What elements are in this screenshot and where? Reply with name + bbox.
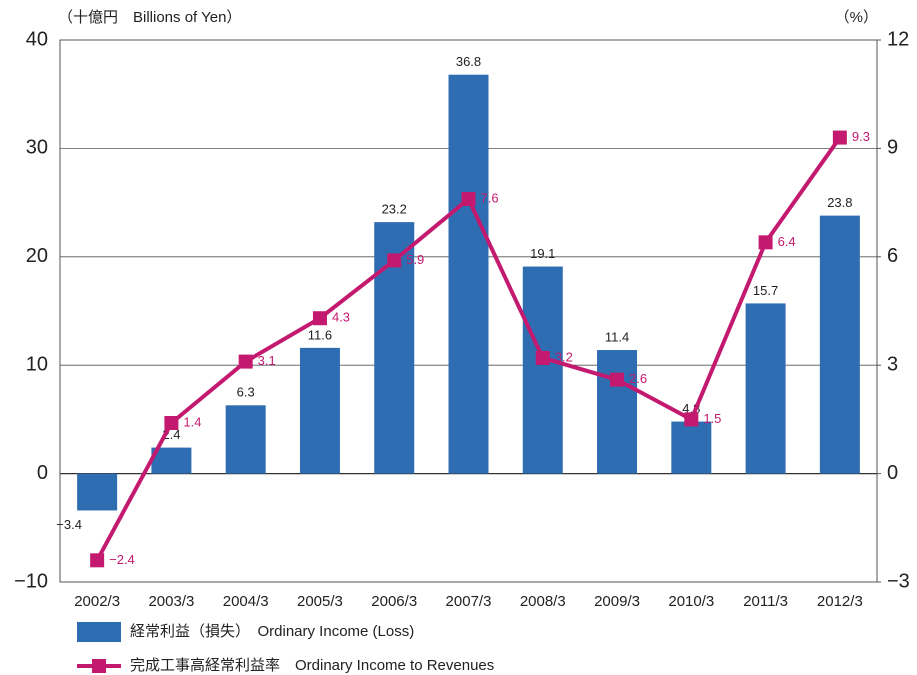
- plot-frame: [59, 39, 878, 583]
- bar-value-label: 11.6: [308, 327, 332, 342]
- line-value-label: 6.4: [778, 234, 796, 249]
- line-value-label: −2.4: [109, 552, 135, 567]
- line-marker: [535, 350, 550, 365]
- bar: [151, 447, 192, 474]
- y2-axis-label: （%）: [835, 9, 878, 26]
- bar-value-label: −3.4: [56, 517, 82, 532]
- line-marker: [238, 354, 253, 369]
- line-marker: [610, 372, 625, 387]
- bar-value-label: 36.8: [456, 54, 481, 69]
- line-marker: [387, 253, 402, 268]
- bar: [671, 421, 712, 474]
- line-value-label: 3.2: [555, 349, 573, 364]
- bar-value-label: 23.2: [382, 202, 407, 217]
- bar: [522, 266, 563, 474]
- legend-label: 経常利益（損失） Ordinary Income (Loss): [130, 623, 414, 640]
- line-marker: [832, 130, 847, 145]
- x-tick-label: 2002/3: [74, 593, 120, 610]
- x-tick-label: 2010/3: [668, 593, 714, 610]
- y2-tick-label: 9: [887, 137, 898, 159]
- bar: [819, 215, 860, 474]
- y-tick-label: 20: [26, 245, 48, 267]
- line-value-label: 9.3: [852, 129, 870, 144]
- bar: [745, 303, 786, 474]
- legend-label: 完成工事高経常利益率 Ordinary Income to Revenues: [130, 657, 494, 674]
- x-tick-label: 2008/3: [520, 593, 566, 610]
- line-marker: [758, 235, 773, 250]
- bar-value-label: 23.8: [827, 195, 852, 210]
- bar: [448, 74, 489, 474]
- bar: [77, 473, 118, 511]
- line-marker: [684, 412, 699, 427]
- line-marker: [461, 191, 476, 206]
- legend-swatch: [77, 622, 121, 642]
- bar-value-label: 11.4: [605, 329, 629, 344]
- line-value-label: 2.6: [629, 371, 647, 386]
- y-tick-label: 30: [26, 137, 48, 159]
- line-marker: [90, 553, 105, 568]
- x-tick-label: 2012/3: [817, 593, 863, 610]
- bar-value-label: 6.3: [237, 385, 255, 400]
- x-tick-label: 2011/3: [743, 593, 788, 610]
- line-value-label: 1.5: [703, 411, 721, 426]
- x-tick-label: 2004/3: [223, 593, 269, 610]
- bar: [299, 347, 340, 474]
- y-axis-label: （十億円 Billions of Yen）: [58, 9, 241, 26]
- line-value-label: 5.9: [406, 252, 424, 267]
- line-marker: [164, 416, 179, 431]
- line-value-label: 1.4: [183, 414, 201, 429]
- line-value-label: 7.6: [481, 190, 499, 205]
- bar-value-label: 15.7: [753, 283, 778, 298]
- x-tick-label: 2007/3: [446, 593, 492, 610]
- x-tick-label: 2006/3: [371, 593, 417, 610]
- y-tick-label: 0: [37, 462, 48, 484]
- y2-tick-label: 6: [887, 245, 898, 267]
- y-tick-label: −10: [14, 570, 48, 592]
- y2-tick-label: 3: [887, 353, 898, 375]
- bar-value-label: 19.1: [530, 246, 555, 261]
- line-marker: [312, 311, 327, 326]
- y2-tick-label: 12: [887, 28, 909, 50]
- bar: [225, 405, 266, 474]
- x-tick-label: 2005/3: [297, 593, 343, 610]
- x-tick-label: 2009/3: [594, 593, 640, 610]
- line-value-label: 3.1: [258, 353, 276, 368]
- bar: [597, 350, 638, 474]
- y-tick-label: 40: [26, 28, 48, 50]
- x-tick-label: 2003/3: [148, 593, 194, 610]
- legend-marker: [92, 659, 106, 673]
- y-tick-label: 10: [26, 353, 48, 375]
- y2-tick-label: 0: [887, 462, 898, 484]
- y2-tick-label: −3: [887, 570, 910, 592]
- line-value-label: 4.3: [332, 310, 350, 325]
